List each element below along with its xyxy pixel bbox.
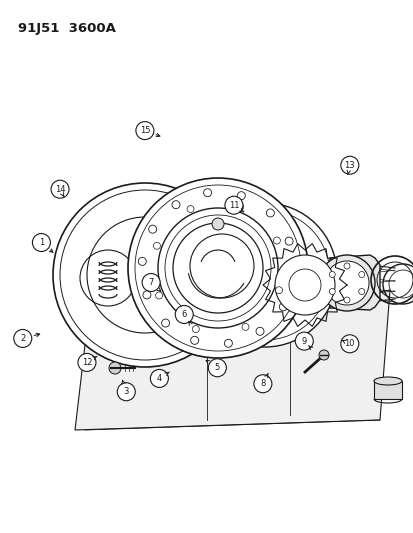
Circle shape bbox=[236, 204, 243, 211]
Text: 13: 13 bbox=[344, 161, 354, 169]
Circle shape bbox=[203, 189, 211, 197]
Circle shape bbox=[358, 288, 364, 295]
Circle shape bbox=[142, 273, 160, 292]
Circle shape bbox=[285, 237, 292, 245]
Circle shape bbox=[117, 383, 135, 401]
Circle shape bbox=[208, 359, 226, 377]
Text: 1: 1 bbox=[39, 238, 44, 247]
Circle shape bbox=[340, 156, 358, 174]
Text: 12: 12 bbox=[81, 358, 92, 367]
Circle shape bbox=[173, 223, 262, 313]
Text: 3: 3 bbox=[123, 387, 128, 396]
Text: 15: 15 bbox=[139, 126, 150, 135]
Circle shape bbox=[275, 287, 282, 294]
Circle shape bbox=[358, 271, 364, 278]
Text: 9: 9 bbox=[301, 337, 306, 345]
Polygon shape bbox=[329, 255, 379, 310]
Text: 7: 7 bbox=[148, 278, 153, 287]
Circle shape bbox=[192, 203, 336, 347]
Text: 5: 5 bbox=[214, 364, 219, 372]
Circle shape bbox=[253, 375, 271, 393]
Circle shape bbox=[153, 243, 160, 249]
Circle shape bbox=[237, 192, 245, 200]
Circle shape bbox=[343, 297, 349, 303]
Circle shape bbox=[324, 261, 368, 305]
Circle shape bbox=[142, 291, 151, 299]
Circle shape bbox=[14, 329, 32, 348]
Circle shape bbox=[128, 178, 307, 358]
Circle shape bbox=[32, 233, 50, 252]
Circle shape bbox=[175, 305, 193, 324]
Circle shape bbox=[288, 269, 320, 301]
Ellipse shape bbox=[373, 377, 401, 385]
Circle shape bbox=[148, 225, 156, 233]
Circle shape bbox=[241, 324, 248, 330]
Circle shape bbox=[51, 180, 69, 198]
Circle shape bbox=[109, 362, 121, 374]
Circle shape bbox=[266, 209, 274, 217]
Circle shape bbox=[273, 237, 280, 244]
Circle shape bbox=[224, 196, 242, 214]
Circle shape bbox=[318, 255, 374, 311]
Circle shape bbox=[289, 271, 297, 279]
Circle shape bbox=[343, 263, 349, 269]
Circle shape bbox=[150, 369, 168, 387]
Circle shape bbox=[155, 292, 162, 299]
Text: 8: 8 bbox=[260, 379, 265, 388]
Polygon shape bbox=[75, 290, 389, 430]
Circle shape bbox=[294, 332, 313, 350]
Text: 14: 14 bbox=[55, 185, 65, 193]
Circle shape bbox=[190, 234, 254, 298]
Text: 4: 4 bbox=[157, 374, 161, 383]
Circle shape bbox=[279, 303, 287, 311]
Circle shape bbox=[187, 206, 194, 213]
Circle shape bbox=[53, 183, 236, 367]
Circle shape bbox=[135, 122, 154, 140]
Polygon shape bbox=[373, 381, 401, 399]
Text: 2: 2 bbox=[20, 334, 25, 343]
Circle shape bbox=[318, 350, 328, 360]
Text: 91J51  3600A: 91J51 3600A bbox=[18, 22, 116, 35]
Circle shape bbox=[328, 288, 335, 295]
Circle shape bbox=[161, 319, 169, 327]
Circle shape bbox=[192, 326, 199, 333]
Circle shape bbox=[255, 327, 263, 335]
Circle shape bbox=[328, 271, 335, 278]
Circle shape bbox=[158, 208, 277, 328]
Text: 10: 10 bbox=[344, 340, 354, 348]
Circle shape bbox=[211, 218, 223, 230]
Circle shape bbox=[340, 335, 358, 353]
Text: 11: 11 bbox=[228, 201, 239, 209]
Circle shape bbox=[78, 353, 96, 372]
Circle shape bbox=[171, 201, 180, 209]
Circle shape bbox=[138, 257, 146, 265]
Text: 6: 6 bbox=[181, 310, 186, 319]
Circle shape bbox=[224, 340, 232, 348]
Circle shape bbox=[190, 336, 198, 344]
Circle shape bbox=[274, 255, 334, 315]
